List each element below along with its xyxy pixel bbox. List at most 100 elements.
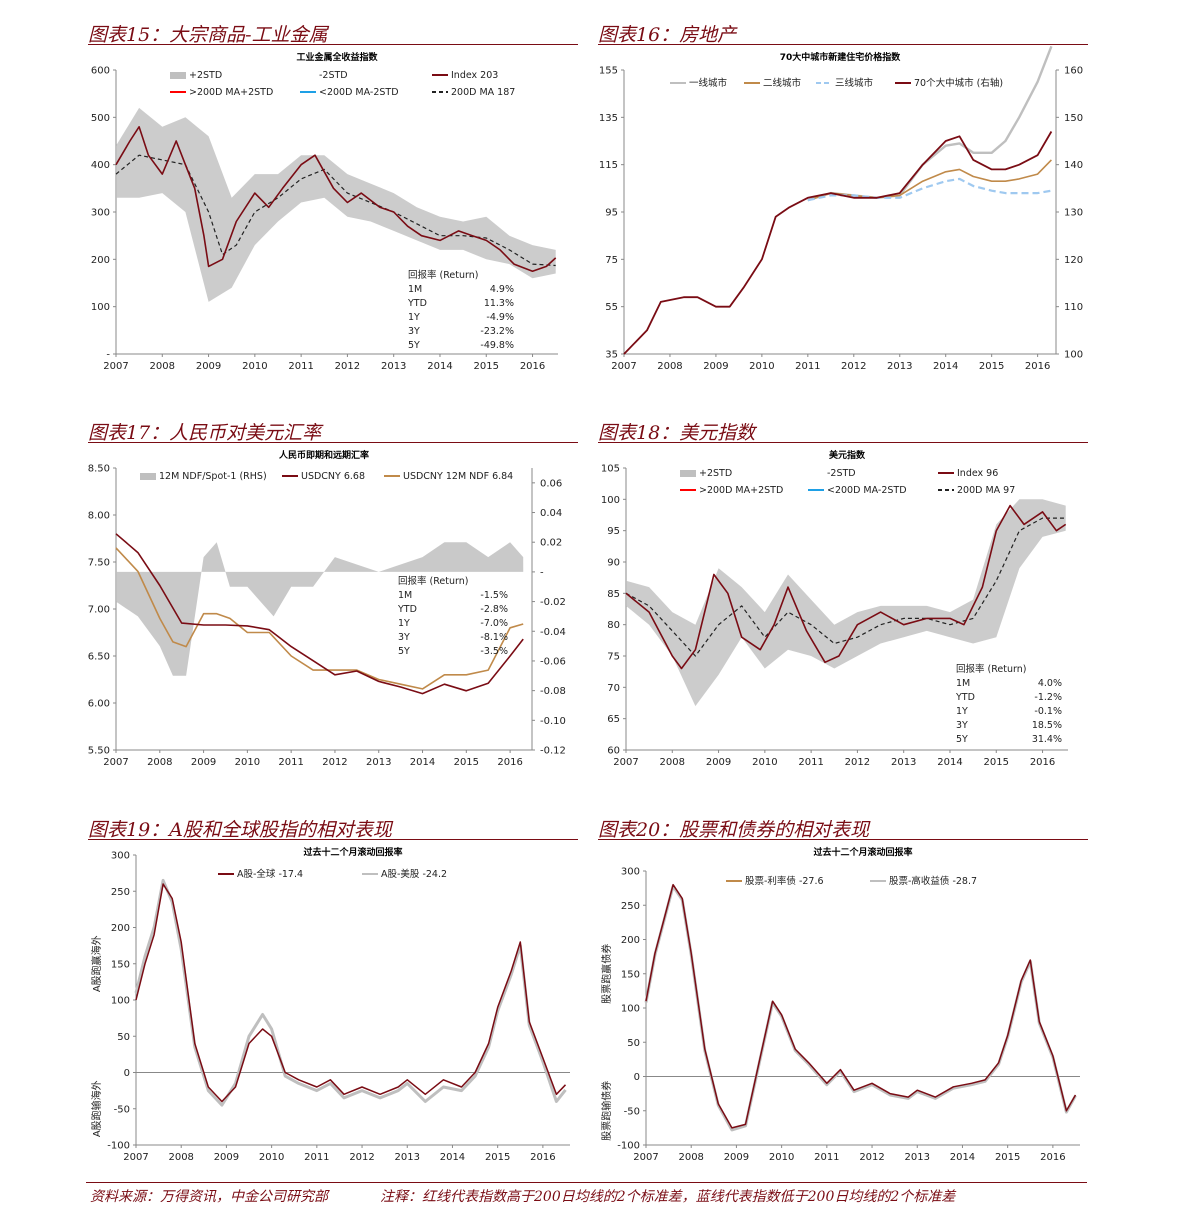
- panel-title: 图表20：股票和债券的相对表现: [598, 819, 870, 841]
- chart-commodity-metals: 工业金属全收益指数 600 500 400 300 200 100 -2007 2008 2009…: [91, 51, 558, 372]
- x-tick-label: 2007: [611, 361, 636, 372]
- y-tick-label: 60: [607, 746, 620, 757]
- y-label-bottom: A股跑输海外: [90, 1080, 103, 1137]
- x-tick-label: 2007: [103, 757, 128, 768]
- returns-period: 1M: [408, 284, 422, 295]
- panel-c19: 图表19：A股和全球股指的相对表现 过去十二个月滚动回报率 300 250 200 15…: [88, 815, 578, 1175]
- x-tick-label: 2015: [984, 757, 1009, 768]
- y-tick-label: 600: [91, 66, 110, 77]
- title-rule: [88, 442, 578, 443]
- x-tick-label: 2008: [657, 361, 682, 372]
- y-tick-label: 250: [621, 901, 640, 912]
- legend-label: >200D MA+2STD: [699, 485, 783, 496]
- legend-label: A股-全球 -17.4: [237, 868, 303, 880]
- legend-label: <200D MA-2STD: [319, 87, 399, 98]
- y-label-bottom: 股票跑输债券: [600, 1081, 613, 1141]
- legend-swatch: [140, 473, 156, 480]
- std-band: [626, 499, 1066, 707]
- returns-period: YTD: [955, 692, 975, 703]
- panel-title: 图表16：房地产: [598, 24, 737, 46]
- legend-label: 二线城市: [763, 77, 802, 89]
- returns-value: -49.8%: [480, 340, 514, 351]
- x-tick-label: 2010: [752, 757, 777, 768]
- city70-line: [623, 131, 1053, 355]
- footer-source: 资料来源：万得资讯，中金公司研究部: [90, 1189, 328, 1205]
- y-right-tick-label: 0.02: [540, 538, 562, 549]
- x-tick-label: 2007: [613, 757, 638, 768]
- x-tick-label: 2014: [427, 361, 452, 372]
- returns-period: YTD: [407, 298, 427, 309]
- x-tick-label: 2008: [168, 1152, 193, 1163]
- returns-period: 1M: [398, 590, 412, 601]
- y-right-tick-label: 110: [1064, 302, 1083, 313]
- y-tick-label: 115: [599, 160, 618, 171]
- legend-label: -2STD: [319, 70, 348, 81]
- x-tick-label: 2011: [304, 1152, 329, 1163]
- y-tick-label: 200: [621, 935, 640, 946]
- y-label-top: 股票跑赢债券: [600, 944, 613, 1004]
- x-tick-label: 2012: [845, 757, 870, 768]
- panel-c20: 图表20：股票和债券的相对表现 过去十二个月滚动回报率 300 250 200 150 1…: [598, 815, 1088, 1175]
- panel-title: 图表19：A股和全球股指的相对表现: [88, 819, 392, 841]
- chart-stock-vs-bond: 过去十二个月滚动回报率 300 250 200 150 100 50 0 -50 -1002007…: [600, 846, 1080, 1163]
- legend-swatch: [170, 72, 186, 79]
- x-tick-label: 2015: [979, 361, 1004, 372]
- x-tick-label: 2008: [150, 361, 175, 372]
- x-tick-label: 2016: [497, 757, 522, 768]
- x-tick-label: 2012: [322, 757, 347, 768]
- title-rule: [598, 44, 1088, 45]
- chart-title: 70大中城市新建住宅价格指数: [780, 51, 902, 63]
- y-tick-label: -50: [114, 1104, 130, 1115]
- x-tick-label: 2011: [278, 757, 303, 768]
- returns-period: 1Y: [956, 706, 968, 717]
- x-tick-label: 2009: [214, 1152, 239, 1163]
- x-tick-label: 2008: [147, 757, 172, 768]
- x-tick-label: 2009: [724, 1152, 749, 1163]
- panel-title: 图表18：美元指数: [598, 422, 756, 444]
- x-tick-label: 2010: [259, 1152, 284, 1163]
- y-right-tick-label: -0.02: [540, 597, 566, 608]
- x-tick-label: 2009: [703, 361, 728, 372]
- tier3-line: [807, 177, 1052, 202]
- y-tick-label: 100: [621, 1004, 640, 1015]
- stock-vs-rates-line: [645, 883, 1077, 1129]
- returns-period: 3Y: [398, 632, 410, 643]
- x-tick-label: 2011: [814, 1152, 839, 1163]
- y-right-tick-label: -0.10: [540, 716, 566, 727]
- returns-value: 11.3%: [484, 298, 514, 309]
- legend-label: 三线城市: [835, 77, 874, 89]
- x-tick-label: 2010: [235, 757, 260, 768]
- y-right-tick-label: 130: [1064, 208, 1083, 219]
- stock-vs-hy-line: [644, 884, 1077, 1132]
- y-right-tick-label: 140: [1064, 160, 1083, 171]
- legend-label: 200D MA 187: [451, 87, 515, 98]
- x-tick-label: 2014: [950, 1152, 975, 1163]
- footer-note: 注释：红线代表指数高于200日均线的2个标准差，蓝线代表指数低于200日均线的2…: [380, 1189, 956, 1205]
- returns-period: 1Y: [398, 618, 410, 629]
- y-tick-label: 0: [634, 1072, 640, 1083]
- legend-label: 200D MA 97: [957, 485, 1015, 496]
- y-tick-label: 50: [117, 1032, 130, 1043]
- panel-title: 图表17：人民币对美元汇率: [88, 422, 322, 444]
- x-tick-label: 2016: [1040, 1152, 1065, 1163]
- footer-rule: [86, 1182, 1087, 1183]
- returns-value: 4.0%: [1038, 678, 1062, 689]
- x-tick-label: 2008: [660, 757, 685, 768]
- x-tick-label: 2013: [905, 1152, 930, 1163]
- legend-label: USDCNY 6.68: [301, 471, 365, 482]
- chart-a-share-vs-global: 过去十二个月滚动回报率 300 250 200 150 100 50 0 -50 -1002007…: [90, 846, 570, 1163]
- y-tick-label: 35: [605, 350, 618, 361]
- y-tick-label: 200: [91, 255, 110, 266]
- x-tick-label: 2007: [633, 1152, 658, 1163]
- panel-c17: 图表17：人民币对美元汇率 人民币即期和远期汇率 8.50 8.00 7.50 7.00…: [88, 418, 578, 778]
- chart-title: 过去十二个月滚动回报率: [813, 846, 912, 858]
- legend-label: <200D MA-2STD: [827, 485, 907, 496]
- y-tick-label: 55: [605, 302, 618, 313]
- y-tick-label: 75: [605, 255, 618, 266]
- returns-period: 3Y: [956, 720, 968, 731]
- x-tick-label: 2014: [440, 1152, 465, 1163]
- x-tick-label: 2016: [1030, 757, 1055, 768]
- x-tick-label: 2012: [349, 1152, 374, 1163]
- returns-value: -4.9%: [486, 312, 514, 323]
- x-tick-label: 2013: [395, 1152, 420, 1163]
